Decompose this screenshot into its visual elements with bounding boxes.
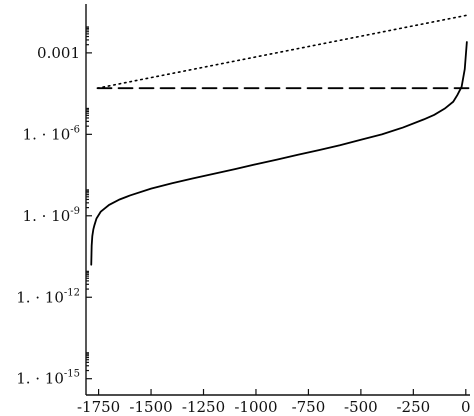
x-tick-label: -1500 [129, 398, 172, 416]
y-tick-label: 1. · 10-15 [16, 369, 80, 388]
y-tick-label-exponent: -12 [64, 287, 80, 298]
y-tick-label-base: 1. · 10 [23, 125, 71, 143]
x-tick-label: -1250 [182, 398, 225, 416]
x-tick-label: -250 [396, 398, 430, 416]
x-tick-label: -1750 [77, 398, 120, 416]
y-tick-label-base: 1. · 10 [16, 288, 64, 306]
x-tick-label: -750 [292, 398, 326, 416]
y-tick-label-exponent: -6 [70, 124, 80, 135]
y-tick-label: 1. · 10-6 [23, 124, 80, 143]
y-tick-label-base: 1. · 10 [23, 207, 71, 225]
x-tick-label: -500 [344, 398, 378, 416]
y-tick-label: 1. · 10-12 [16, 287, 80, 306]
y-tick-label-exponent: -9 [70, 206, 80, 217]
y-tick-label: 1. · 10-9 [23, 206, 80, 225]
series-line-dotted [96, 14, 470, 89]
series-line-solid [90, 41, 468, 266]
x-ticks: -1750 -1500 -1250 -1000 -750 -500 -250 0 [77, 389, 471, 416]
series-group [90, 14, 470, 266]
x-tick-label: -1000 [234, 398, 277, 416]
axes [85, 4, 470, 396]
y-tick-label-base: 1. · 10 [16, 370, 64, 388]
y-tick-label: 0.001 [37, 44, 80, 62]
y-tick-label-exponent: -15 [64, 369, 80, 380]
x-tick-label: 0 [461, 398, 471, 416]
